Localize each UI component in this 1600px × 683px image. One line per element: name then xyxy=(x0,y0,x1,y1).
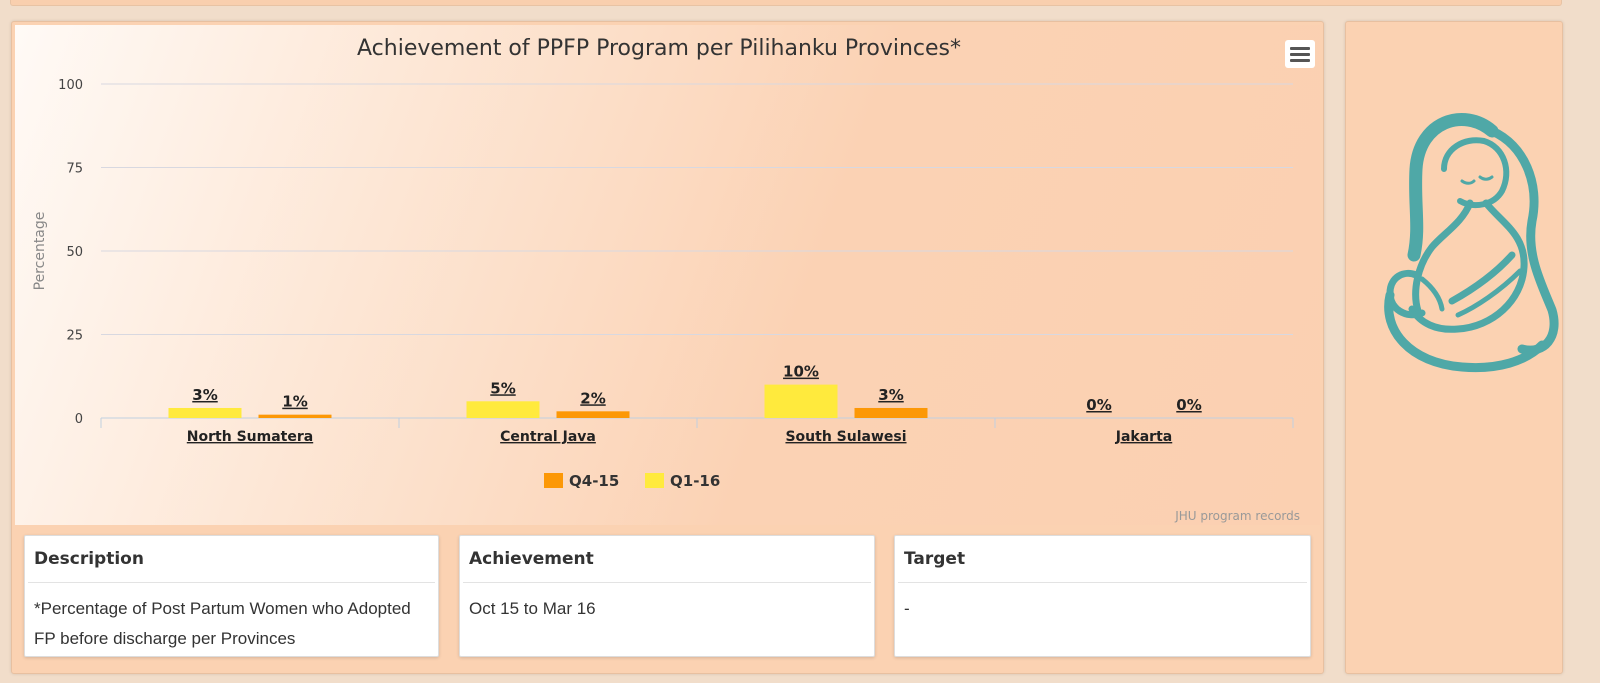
data-label: 0% xyxy=(1176,396,1201,414)
bar xyxy=(854,407,928,418)
achievement-card-title: Achievement xyxy=(469,549,594,569)
y-axis-label: Percentage xyxy=(32,212,48,291)
top-strip xyxy=(10,0,1562,6)
hamburger-icon-line xyxy=(1290,52,1310,56)
achievement-card-body: Oct 15 to Mar 16 xyxy=(469,599,596,618)
card-divider xyxy=(898,582,1307,583)
y-tick-label: 100 xyxy=(58,78,83,93)
data-label: 3% xyxy=(878,386,903,404)
legend-item[interactable]: Q1-16 xyxy=(670,472,720,490)
hamburger-icon-line xyxy=(1290,46,1310,50)
data-label: 1% xyxy=(282,393,307,411)
y-tick-label: 0 xyxy=(75,412,83,427)
chart-title: Achievement of PPFP Program per Pilihank… xyxy=(357,36,961,61)
x-category-label[interactable]: North Sumatera xyxy=(187,429,313,445)
bar xyxy=(556,411,630,418)
legend-swatch[interactable] xyxy=(645,473,664,488)
data-label: 5% xyxy=(490,379,515,397)
hamburger-icon-line xyxy=(1290,58,1310,62)
bar-chart: Achievement of PPFP Program per Pilihank… xyxy=(32,36,1294,490)
target-card: Target - xyxy=(894,535,1311,657)
chart-area: Achievement of PPFP Program per Pilihank… xyxy=(15,25,1320,525)
bar xyxy=(168,407,242,418)
y-tick-label: 75 xyxy=(66,162,83,177)
x-category-label[interactable]: South Sulawesi xyxy=(785,429,906,445)
legend-swatch[interactable] xyxy=(544,473,563,488)
data-label: 2% xyxy=(580,389,605,407)
description-card-body: *Percentage of Post Partum Women who Ado… xyxy=(34,599,411,648)
y-tick-label: 25 xyxy=(66,329,83,344)
bar xyxy=(258,414,332,418)
chart-panel: Achievement of PPFP Program per Pilihank… xyxy=(11,21,1324,674)
description-card-title: Description xyxy=(34,549,144,569)
data-label: 0% xyxy=(1086,396,1111,414)
bar xyxy=(764,384,838,418)
bar xyxy=(466,401,540,418)
chart-menu-button[interactable] xyxy=(1285,40,1315,68)
y-tick-label: 50 xyxy=(66,245,83,260)
target-card-body: - xyxy=(904,599,910,618)
card-divider xyxy=(463,582,871,583)
side-panel xyxy=(1345,21,1563,674)
target-card-title: Target xyxy=(904,549,966,569)
x-category-label[interactable]: Central Java xyxy=(500,429,596,445)
x-category-label[interactable]: Jakarta xyxy=(1115,429,1172,445)
mother-breastfeeding-icon xyxy=(1384,113,1559,373)
data-label: 10% xyxy=(783,363,819,381)
legend-item[interactable]: Q4-15 xyxy=(569,472,619,490)
achievement-card: Achievement Oct 15 to Mar 16 xyxy=(459,535,875,657)
description-card: Description *Percentage of Post Partum W… xyxy=(24,535,439,657)
data-label: 3% xyxy=(192,386,217,404)
chart-credit[interactable]: JHU program records xyxy=(1175,509,1300,523)
card-divider xyxy=(28,582,435,583)
